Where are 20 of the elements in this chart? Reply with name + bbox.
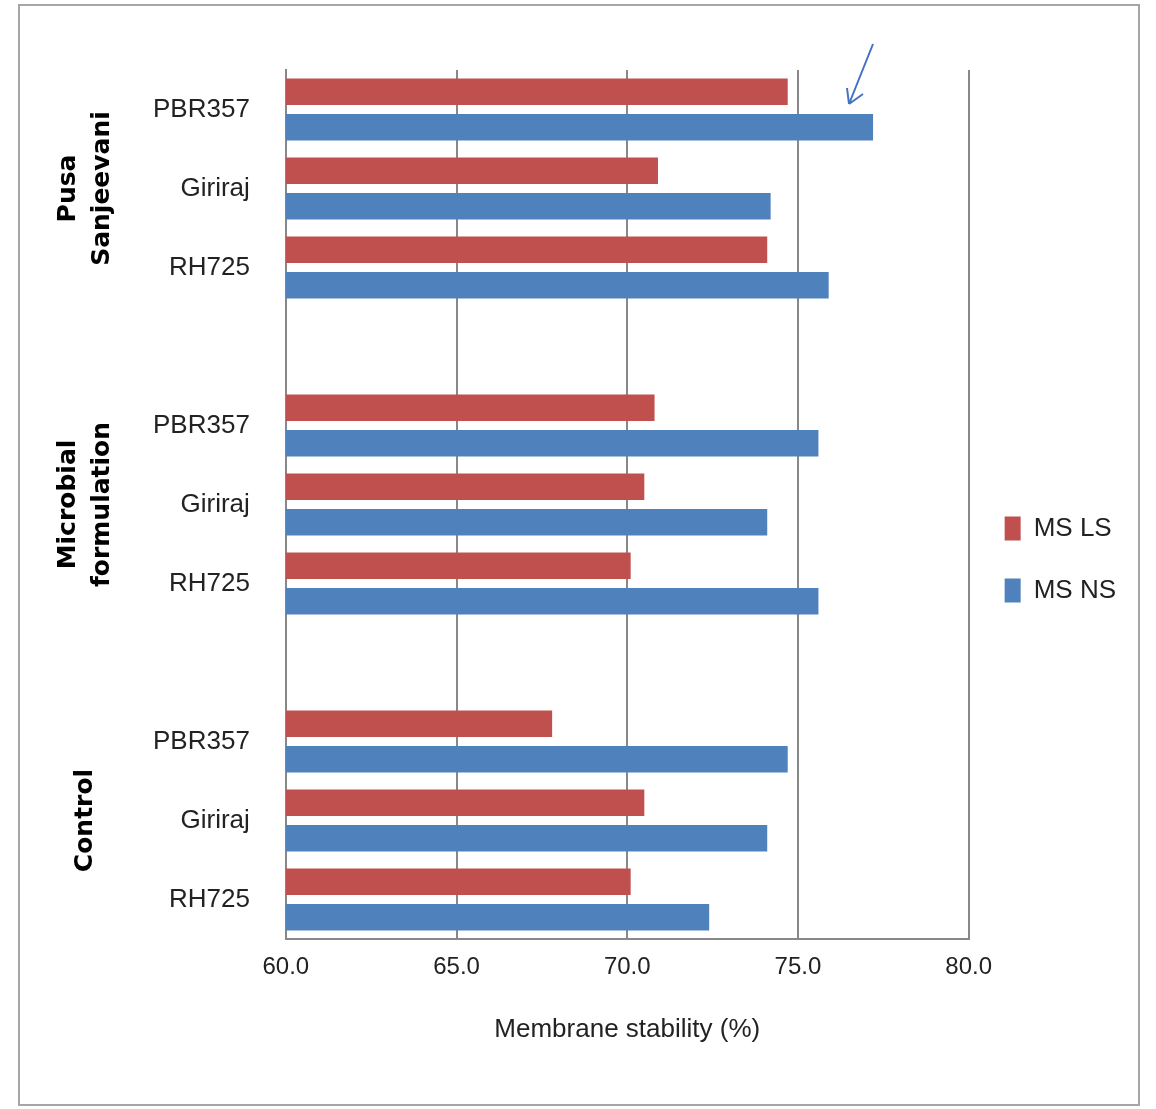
text: Microbial formulation — [51, 421, 115, 588]
y-tick-label: Giriraj — [180, 803, 250, 834]
x-axis-title: Membrane stability (%) — [494, 1012, 761, 1043]
text: Control — [68, 768, 98, 873]
text: Pusa Sanjeevani — [51, 111, 115, 266]
y-tick-label: RH725 — [168, 882, 250, 913]
x-tick-label: 60.0 — [262, 952, 310, 980]
y-tick-label: Giriraj — [180, 171, 250, 202]
y-tick-label: PBR357 — [153, 408, 250, 439]
x-tick-label: 80.0 — [945, 952, 993, 980]
legend-label: MS NS — [1033, 573, 1116, 604]
y-tick-label: PBR357 — [153, 724, 250, 755]
y-tick-label: RH725 — [168, 566, 250, 597]
x-tick-label: 65.0 — [433, 952, 480, 980]
x-tick-label: 70.0 — [603, 952, 651, 980]
y-tick-label: Giriraj — [180, 487, 250, 518]
legend-label: MS LS — [1033, 511, 1112, 542]
y-tick-label: RH725 — [168, 250, 250, 281]
x-tick-label: 75.0 — [774, 952, 822, 980]
y-tick-label: PBR357 — [153, 92, 250, 123]
